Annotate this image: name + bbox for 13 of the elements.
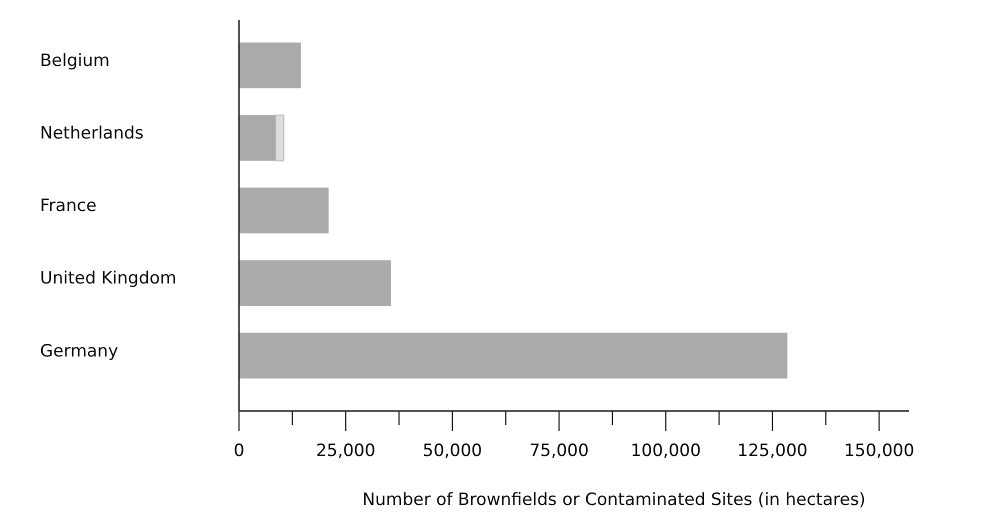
x-tick-label: 150,000 [844,441,914,461]
x-tick-label: 0 [234,441,244,461]
y-tick-label: Netherlands [40,124,144,144]
x-axis-title: Number of Brownfields or Contaminated Sites (in hectares) [362,490,866,510]
x-tick-label: 125,000 [737,441,808,461]
x-tick-label: 50,000 [422,441,482,461]
x-tick-label: 25,000 [316,441,376,461]
y-tick-label: United Kingdom [40,268,176,289]
y-tick-label: France [40,196,97,216]
y-tick-label: Germany [40,341,118,362]
y-tick-label: Belgium [40,51,110,72]
x-tick-label: 100,000 [630,441,701,461]
x-tick-label: 75,000 [529,441,589,461]
